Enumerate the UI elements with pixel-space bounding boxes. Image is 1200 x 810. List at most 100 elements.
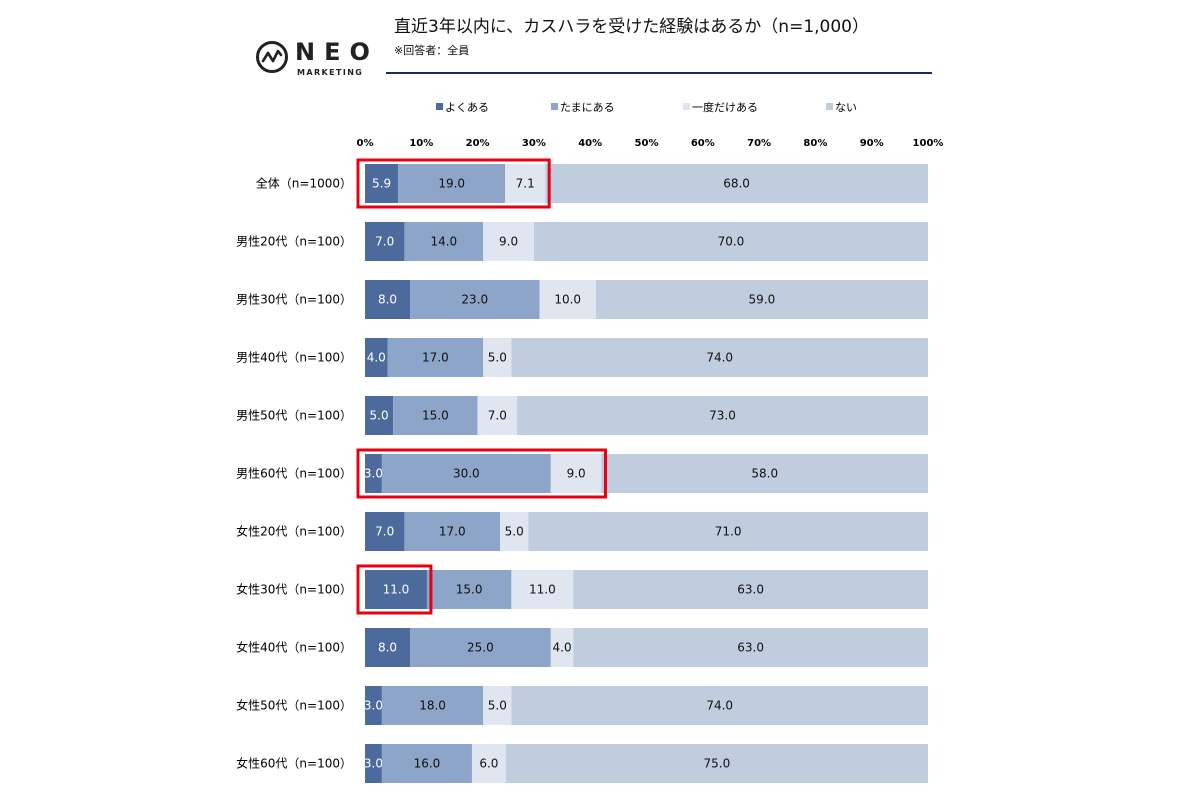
category-label: 女性40代（n=100） — [236, 640, 352, 655]
bar-segment — [550, 454, 602, 493]
bar-segment — [477, 396, 518, 435]
data-label: 23.0 — [461, 293, 488, 307]
brand-logo: NEO MARKETING — [255, 38, 375, 83]
highlight-box — [356, 564, 433, 615]
legend-swatch-3 — [683, 103, 690, 110]
bar-row: 女性20代（n=100） 7.0 17.0 5.0 71.0 — [236, 512, 928, 551]
category-label: 男性60代（n=100） — [236, 467, 352, 481]
bar-segment — [365, 744, 382, 783]
bar-row: 全体（n=1000） 5.9 19.0 7.1 68.0 — [256, 164, 928, 203]
data-label: 6.0 — [479, 757, 498, 771]
data-label: 11.0 — [383, 583, 410, 597]
x-tick-label: 0% — [357, 138, 374, 149]
x-tick-label: 70% — [747, 138, 771, 149]
x-tick-label: 80% — [803, 138, 827, 149]
bar-row: 男性60代（n=100） 3.0 30.0 9.0 58.0 — [236, 454, 928, 493]
data-label: 5.0 — [370, 409, 389, 423]
bar-segment — [573, 570, 928, 609]
bar-segment — [393, 396, 478, 435]
category-label: 男性20代（n=100） — [236, 235, 352, 249]
data-label: 7.1 — [516, 177, 535, 191]
data-label: 74.0 — [706, 351, 733, 365]
bar-row: 男性40代（n=100） 4.0 17.0 5.0 74.0 — [236, 338, 928, 377]
data-label: 7.0 — [375, 235, 394, 249]
category-label: 男性40代（n=100） — [236, 351, 352, 365]
category-label: 女性20代（n=100） — [236, 524, 352, 539]
bar-segment — [545, 164, 928, 203]
bar-segment — [517, 396, 928, 435]
data-label: 9.0 — [567, 467, 586, 481]
bar-row: 男性50代（n=100） 5.0 15.0 7.0 73.0 — [236, 396, 928, 435]
bar-row: 男性20代（n=100） 7.0 14.0 9.0 70.0 — [236, 222, 928, 261]
data-label: 58.0 — [751, 467, 778, 481]
data-label: 70.0 — [718, 235, 745, 249]
bar-segment — [505, 164, 546, 203]
data-label: 18.0 — [419, 699, 446, 713]
data-label: 4.0 — [367, 351, 386, 365]
bar-segment — [483, 686, 512, 725]
bar-segment — [381, 744, 472, 783]
data-label: 4.0 — [553, 641, 572, 655]
data-label: 3.0 — [364, 757, 383, 771]
x-tick-label: 10% — [409, 138, 433, 149]
data-label: 68.0 — [723, 177, 750, 191]
legend-label-2: たまにある — [560, 101, 615, 114]
x-tick-label: 20% — [466, 138, 490, 149]
category-label: 男性30代（n=100） — [236, 293, 352, 307]
bar-segment — [511, 570, 574, 609]
x-tick-label: 30% — [522, 138, 546, 149]
bar-segment — [365, 222, 405, 261]
bar-segment — [404, 222, 484, 261]
bar-segment — [539, 280, 596, 319]
data-label: 25.0 — [467, 641, 494, 655]
bar-segment — [410, 280, 540, 319]
bar-segment — [573, 628, 928, 667]
bar-segment — [365, 454, 382, 493]
bar-segment — [365, 570, 427, 609]
bar-segment — [365, 686, 382, 725]
bar-segment — [483, 222, 534, 261]
highlight-box — [356, 158, 551, 209]
data-label: 7.0 — [375, 525, 394, 539]
category-label: 全体（n=1000） — [256, 176, 352, 191]
data-label: 17.0 — [439, 525, 466, 539]
bar-segment — [483, 338, 512, 377]
brand-subtitle: MARKETING — [297, 68, 364, 77]
bar-segment — [511, 686, 928, 725]
bar-segment — [398, 164, 506, 203]
data-label: 5.0 — [488, 351, 507, 365]
data-label: 17.0 — [422, 351, 449, 365]
data-label: 5.0 — [505, 525, 524, 539]
bar-row: 女性50代（n=100） 3.0 18.0 5.0 74.0 — [236, 686, 928, 725]
bar-segment — [471, 744, 506, 783]
category-label: 男性50代（n=100） — [236, 409, 352, 423]
data-label: 11.0 — [529, 583, 556, 597]
data-label: 14.0 — [430, 235, 457, 249]
legend-label-1: よくある — [445, 101, 489, 114]
bar-segment — [595, 280, 928, 319]
data-label: 15.0 — [422, 409, 449, 423]
category-label: 女性60代（n=100） — [236, 756, 352, 771]
legend-swatch-1 — [436, 103, 443, 110]
category-label: 女性30代（n=100） — [236, 582, 352, 597]
x-axis-ticks: 0% 10% 20% 30% 40% 50% 60% 70% 80% 90% 100% — [357, 138, 944, 149]
bar-segment — [365, 280, 411, 319]
data-label: 63.0 — [737, 583, 764, 597]
bar-segment — [511, 338, 928, 377]
data-label: 3.0 — [364, 699, 383, 713]
legend-swatch-4 — [826, 103, 833, 110]
data-label: 73.0 — [709, 409, 736, 423]
bar-rows: 全体（n=1000） 5.9 19.0 7.1 68.0 男性20代（n=100） 7.0 1… — [236, 164, 928, 783]
bar-segment — [601, 454, 928, 493]
x-tick-label: 90% — [860, 138, 884, 149]
data-label: 10.0 — [554, 293, 581, 307]
pulse-logo-icon — [256, 41, 288, 73]
bar-segment — [381, 686, 484, 725]
bar-segment — [387, 338, 484, 377]
title-rule — [386, 72, 932, 74]
data-label: 19.0 — [438, 177, 465, 191]
bar-segment — [500, 512, 529, 551]
category-label: 女性50代（n=100） — [236, 698, 352, 713]
highlight-boxes — [356, 158, 607, 615]
